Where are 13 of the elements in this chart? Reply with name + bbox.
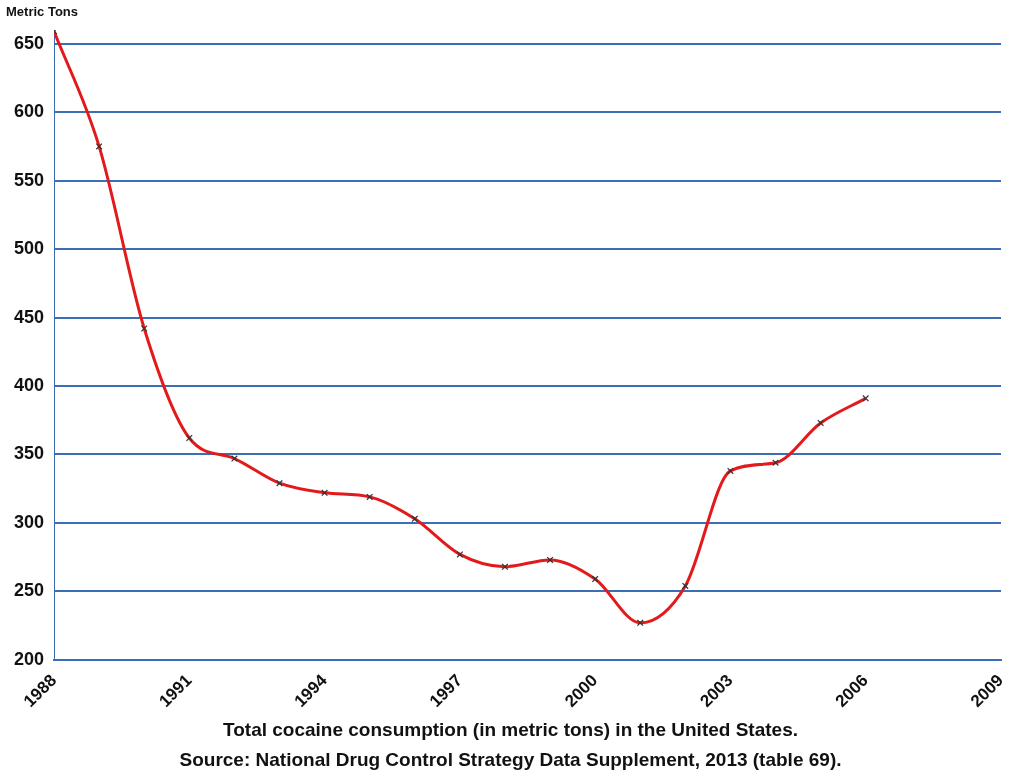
y-tick-label: 400 bbox=[13, 374, 45, 395]
y-tick-label: 300 bbox=[13, 511, 45, 532]
y-tick-label: 250 bbox=[13, 580, 45, 601]
source-note: Source: National Drug Control Strategy Data Supplement, 2013 (table 69). bbox=[178, 748, 843, 772]
y-axis-title: Metric Tons bbox=[6, 4, 78, 20]
y-tick-label: 350 bbox=[13, 443, 45, 464]
y-tick-label: 500 bbox=[13, 238, 45, 259]
y-tick-label: 600 bbox=[13, 101, 45, 122]
text: Total cocaine consumption (in metric tons) in the United States. bbox=[222, 718, 799, 742]
y-tick-label: 550 bbox=[13, 169, 45, 190]
y-tick-label: 650 bbox=[13, 32, 45, 53]
y-tick-label: 450 bbox=[13, 306, 45, 327]
y-tick-label: 200 bbox=[13, 648, 45, 669]
